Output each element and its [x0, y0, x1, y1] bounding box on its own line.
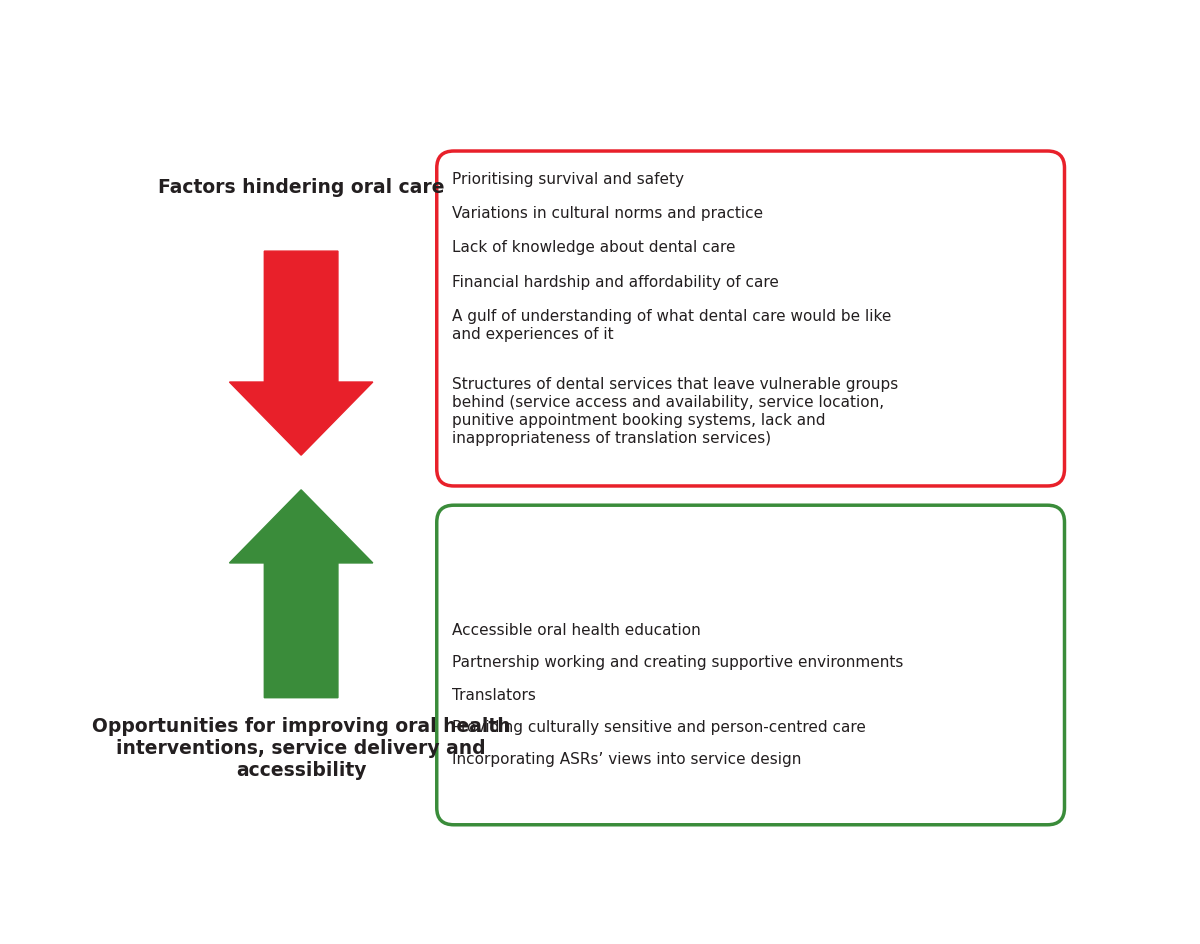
Text: Incorporating ASRs’ views into service design: Incorporating ASRs’ views into service d…	[452, 752, 802, 767]
Text: Lack of knowledge about dental care: Lack of knowledge about dental care	[452, 241, 736, 255]
Text: Variations in cultural norms and practice: Variations in cultural norms and practic…	[452, 206, 763, 221]
Text: Partnership working and creating supportive environments: Partnership working and creating support…	[452, 655, 904, 670]
Text: Factors hindering oral care: Factors hindering oral care	[158, 178, 444, 197]
Polygon shape	[229, 490, 373, 698]
Text: Prioritising survival and safety: Prioritising survival and safety	[452, 172, 684, 187]
Text: A gulf of understanding of what dental care would be like
and experiences of it: A gulf of understanding of what dental c…	[452, 309, 892, 342]
Text: Structures of dental services that leave vulnerable groups
behind (service acces: Structures of dental services that leave…	[452, 378, 899, 447]
Text: Opportunities for improving oral health
interventions, service delivery and
acce: Opportunities for improving oral health …	[92, 716, 510, 780]
FancyBboxPatch shape	[437, 505, 1064, 825]
Polygon shape	[229, 251, 373, 455]
FancyBboxPatch shape	[437, 151, 1064, 486]
Text: Providing culturally sensitive and person-centred care: Providing culturally sensitive and perso…	[452, 720, 866, 735]
Text: Translators: Translators	[452, 687, 536, 702]
Text: Financial hardship and affordability of care: Financial hardship and affordability of …	[452, 275, 779, 290]
Text: Accessible oral health education: Accessible oral health education	[452, 623, 701, 638]
